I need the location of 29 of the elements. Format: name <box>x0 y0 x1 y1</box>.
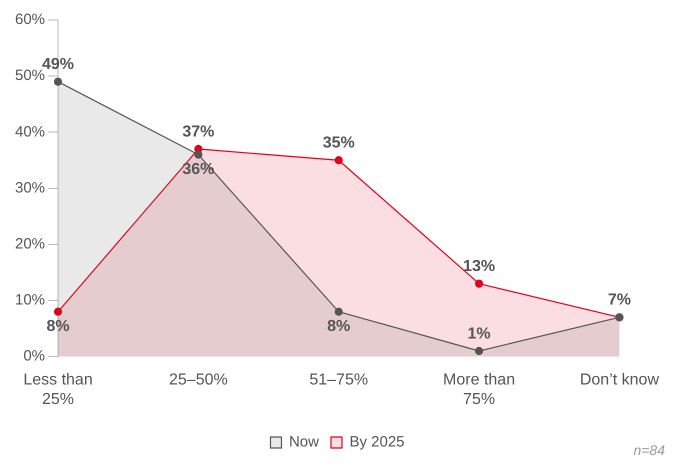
x-tick-label: 25–50% <box>169 372 228 389</box>
point <box>194 150 202 159</box>
y-tick-label: 20% <box>14 236 46 253</box>
point <box>334 308 343 316</box>
y-tick-label: 60% <box>14 11 46 28</box>
x-tick-label: 51–75% <box>309 372 368 389</box>
point <box>334 156 343 164</box>
y-tick-label: 10% <box>14 292 46 309</box>
data-label: 13% <box>463 258 496 276</box>
legend-label: By 2025 <box>349 434 405 451</box>
point <box>474 280 484 288</box>
point <box>54 308 62 316</box>
y-tick-label: 0% <box>23 348 46 365</box>
x-tick-label: Don’t know <box>580 372 660 389</box>
y-tick-label: 40% <box>14 123 46 140</box>
point <box>54 78 62 86</box>
data-label: 1% <box>468 325 491 342</box>
legend-label: Now <box>288 434 320 451</box>
text: n=84 <box>633 442 666 458</box>
y-tick-label: 30% <box>14 179 46 196</box>
data-label: 8% <box>46 318 70 336</box>
x-tick-label: Less than 25% <box>23 372 93 408</box>
data-label: 35% <box>322 134 355 152</box>
data-label: 36% <box>182 161 214 178</box>
data-label: 7% <box>608 292 631 309</box>
data-label: 37% <box>182 123 214 140</box>
point <box>474 346 484 356</box>
data-label: 8% <box>327 318 350 336</box>
x-tick-label: More than 75% <box>443 372 516 408</box>
